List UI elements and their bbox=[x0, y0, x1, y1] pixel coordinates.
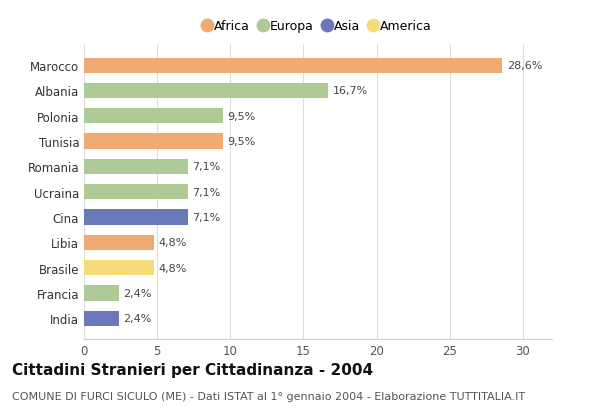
Bar bbox=[84, 235, 154, 250]
Text: 7,1%: 7,1% bbox=[192, 187, 220, 197]
Text: 2,4%: 2,4% bbox=[124, 288, 152, 298]
Text: 9,5%: 9,5% bbox=[227, 137, 256, 147]
Bar bbox=[84, 58, 502, 74]
Bar bbox=[84, 109, 223, 124]
Bar bbox=[84, 311, 119, 326]
Text: COMUNE DI FURCI SICULO (ME) - Dati ISTAT al 1° gennaio 2004 - Elaborazione TUTTI: COMUNE DI FURCI SICULO (ME) - Dati ISTAT… bbox=[12, 391, 525, 400]
Bar bbox=[84, 285, 119, 301]
Text: 4,8%: 4,8% bbox=[158, 263, 187, 273]
Text: 28,6%: 28,6% bbox=[506, 61, 542, 71]
Bar bbox=[84, 134, 223, 149]
Text: 9,5%: 9,5% bbox=[227, 112, 256, 121]
Text: 16,7%: 16,7% bbox=[332, 86, 368, 96]
Legend: Africa, Europa, Asia, America: Africa, Europa, Asia, America bbox=[204, 20, 432, 33]
Bar bbox=[84, 83, 328, 99]
Text: 2,4%: 2,4% bbox=[124, 314, 152, 324]
Bar bbox=[84, 210, 188, 225]
Bar bbox=[84, 184, 188, 200]
Bar bbox=[84, 160, 188, 175]
Text: 4,8%: 4,8% bbox=[158, 238, 187, 248]
Bar bbox=[84, 261, 154, 276]
Text: Cittadini Stranieri per Cittadinanza - 2004: Cittadini Stranieri per Cittadinanza - 2… bbox=[12, 362, 373, 377]
Text: 7,1%: 7,1% bbox=[192, 213, 220, 222]
Text: 7,1%: 7,1% bbox=[192, 162, 220, 172]
